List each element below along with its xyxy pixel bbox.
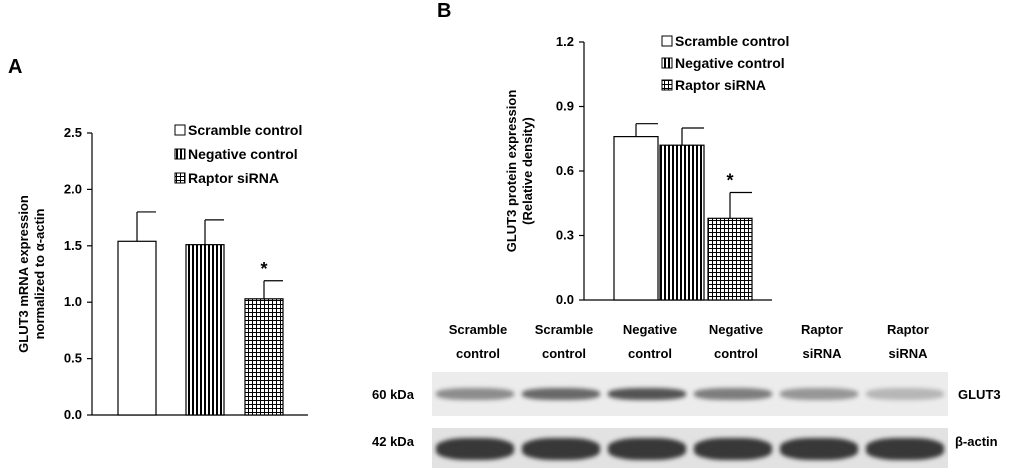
panel-b-label: B	[437, 0, 452, 22]
legend-label: Negative control	[188, 146, 298, 162]
y-tick-label: 0.3	[556, 228, 574, 243]
blot-band	[780, 438, 858, 460]
y-axis-label: GLUT3 protein expression(Relative densit…	[504, 90, 535, 253]
y-tick-label: 0.0	[64, 407, 82, 422]
lane-label-line1: Negative	[622, 322, 678, 337]
lane-label-line2: control	[713, 346, 759, 361]
lane-label-line2: siRNA	[802, 346, 842, 361]
lane-label-line1: Scramble	[534, 322, 594, 337]
band-label: β-actin	[955, 434, 998, 449]
legend-swatch	[661, 57, 673, 69]
lane-label-line1: Negative	[708, 322, 764, 337]
y-axis-label: GLUT3 mRNA expressionnormalized to α-act…	[16, 195, 47, 353]
bar-grid	[707, 217, 753, 301]
blot-lane-label: Scramble control	[521, 318, 607, 366]
y-tick-label: 0.5	[64, 351, 82, 366]
y-tick-label: 0.6	[556, 163, 574, 178]
blot-lane-label: Raptor siRNA	[865, 318, 951, 366]
blot-band	[608, 438, 686, 460]
legend-label: Raptor siRNA	[188, 170, 279, 186]
bar-open	[117, 240, 157, 416]
y-tick-label: 1.0	[64, 294, 82, 309]
lane-label-line2: control	[541, 346, 587, 361]
legend-swatch	[174, 172, 186, 184]
panel-a-label: A	[8, 56, 23, 78]
significance-star: *	[260, 259, 267, 279]
blot-band	[780, 388, 858, 400]
legend-label: Raptor siRNA	[675, 77, 766, 93]
legend-swatch	[661, 35, 673, 47]
blot-lane-label: Negative control	[607, 318, 693, 366]
band-label: GLUT3	[958, 387, 1001, 402]
blot-lane-label: Raptor siRNA	[779, 318, 865, 366]
blot-band	[694, 438, 772, 460]
lane-label-line1: Scramble	[448, 322, 508, 337]
blot-strip	[432, 372, 948, 416]
legend-swatch	[174, 148, 186, 160]
blot-band	[436, 438, 514, 460]
lane-label-line2: control	[627, 346, 673, 361]
legend-label: Scramble control	[675, 33, 789, 49]
blot-band	[866, 388, 944, 400]
legend-swatch	[174, 124, 186, 136]
blot-strip	[432, 428, 948, 468]
significance-star: *	[726, 171, 733, 191]
blot-lane-label: Negative control	[693, 318, 779, 366]
y-tick-label: 1.5	[64, 238, 82, 253]
blot-band	[694, 388, 772, 400]
lane-label-line2: control	[455, 346, 501, 361]
legend-swatch	[661, 79, 673, 91]
lane-label-line2: siRNA	[888, 346, 928, 361]
blot-band	[608, 388, 686, 400]
y-tick-label: 0.0	[556, 292, 574, 307]
bar-vertical-stripes	[659, 144, 705, 301]
blot-band	[522, 438, 600, 460]
chart-a: 0.0 0.5 1.0 1.5 2.0 2.5 * Scramble control Negat…	[16, 122, 308, 422]
y-tick-label: 1.2	[556, 34, 574, 49]
chart-b: 0.0 0.3 0.6 0.9 1.2 * Scramble control Negative…	[504, 33, 789, 307]
blot-lane-label: Scramble control	[435, 318, 521, 366]
y-tick-label: 2.0	[64, 181, 82, 196]
lane-label-line1: Raptor	[801, 322, 843, 337]
kda-label: 42 kDa	[372, 434, 414, 449]
bar-grid	[244, 298, 284, 416]
kda-label: 60 kDa	[372, 387, 414, 402]
legend-label: Negative control	[675, 55, 785, 71]
bar-open	[613, 136, 659, 301]
legend-label: Scramble control	[188, 122, 302, 138]
blot-band	[866, 438, 944, 460]
y-tick-label: 2.5	[64, 125, 82, 140]
y-tick-label: 0.9	[556, 99, 574, 114]
blot-band	[436, 388, 514, 400]
lane-label-line1: Raptor	[887, 322, 929, 337]
blot-band	[522, 388, 600, 400]
bar-vertical-stripes	[185, 244, 225, 416]
